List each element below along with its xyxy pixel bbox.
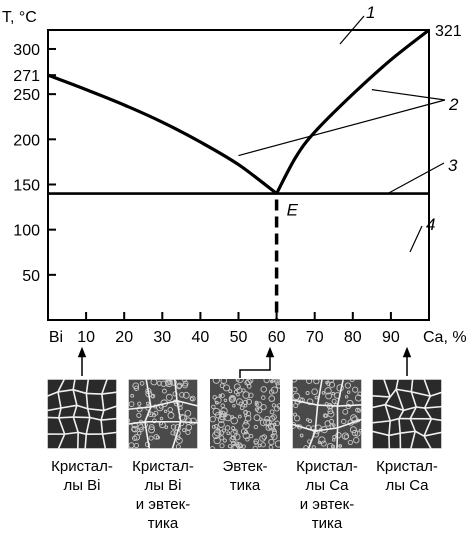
callout-leaders <box>239 16 446 252</box>
liquidus-line <box>277 30 429 194</box>
y-tick-label: 300 <box>13 42 40 59</box>
callout-label-2: 2 <box>448 95 459 114</box>
micrograph-caption-5: Кристал-лы Ca <box>359 457 455 495</box>
leader-line <box>372 90 445 100</box>
micrograph-5 <box>372 379 442 449</box>
callout-label-3: 3 <box>448 156 458 175</box>
x-tick-label: 70 <box>306 329 324 346</box>
micrograph-arrows <box>82 352 407 378</box>
leader-line <box>388 163 444 194</box>
y-tick-label: 50 <box>22 268 40 285</box>
callout-label-1: 1 <box>366 3 375 22</box>
leader-line <box>239 100 446 156</box>
liquidus-curves <box>48 30 429 194</box>
x-tick-label: 60 <box>268 329 286 346</box>
y-tick-label: 200 <box>13 132 40 149</box>
y-unit-label: T, °C <box>2 9 37 26</box>
x-tick-label: 30 <box>153 329 171 346</box>
x-tick-label: 80 <box>344 329 362 346</box>
arrow-to-eutectic <box>240 352 270 378</box>
y-tick-label: 100 <box>13 223 40 240</box>
micrograph-2 <box>128 379 198 449</box>
eutectic-point-label: E <box>287 201 299 220</box>
liquidus-line <box>48 75 277 193</box>
micrograph-4 <box>292 379 362 449</box>
y-tick-label: 250 <box>13 87 40 104</box>
y-tick-label: 150 <box>13 177 40 194</box>
x-tick-label: 90 <box>382 329 400 346</box>
plot-frame <box>48 30 429 320</box>
x-unit-label: Ca, % <box>423 329 467 346</box>
x-tick-label: 40 <box>192 329 210 346</box>
y-special-label: 321 <box>435 23 462 40</box>
x-tick-label: 50 <box>230 329 248 346</box>
micrograph-1 <box>47 379 117 449</box>
y-special-label: 271 <box>13 68 40 85</box>
tick-marks <box>48 49 391 320</box>
x-tick-label: 10 <box>77 329 95 346</box>
micrograph-3 <box>210 379 280 449</box>
callout-label-4: 4 <box>426 215 435 234</box>
leader-line <box>410 226 422 252</box>
x-left-label: Bi <box>49 329 63 346</box>
x-tick-label: 20 <box>115 329 133 346</box>
